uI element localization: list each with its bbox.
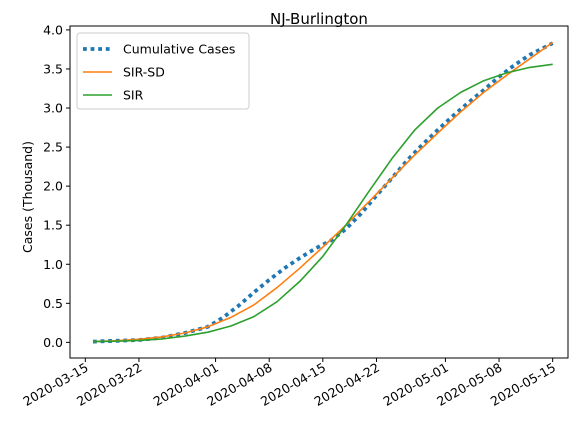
y-tick-label: 0.5 <box>43 296 63 311</box>
y-tick-label: 4.0 <box>43 22 63 37</box>
legend-label: Cumulative Cases <box>123 42 235 57</box>
legend: Cumulative Cases SIR-SD SIR <box>77 33 249 109</box>
y-axis-label: Cases (Thousand) <box>20 141 35 253</box>
y-tick-label: 1.5 <box>43 218 63 233</box>
y-tick-label: 1.0 <box>43 257 63 272</box>
y-tick-label: 3.0 <box>43 101 63 116</box>
y-tick-label: 0.0 <box>43 335 63 350</box>
legend-label: SIR-SD <box>123 65 165 80</box>
y-tick-label: 3.5 <box>43 61 63 76</box>
legend-label: SIR <box>123 88 144 103</box>
chart-title: NJ-Burlington <box>270 10 368 28</box>
y-tick-label: 2.0 <box>43 179 63 194</box>
y-tick-label: 2.5 <box>43 140 63 155</box>
